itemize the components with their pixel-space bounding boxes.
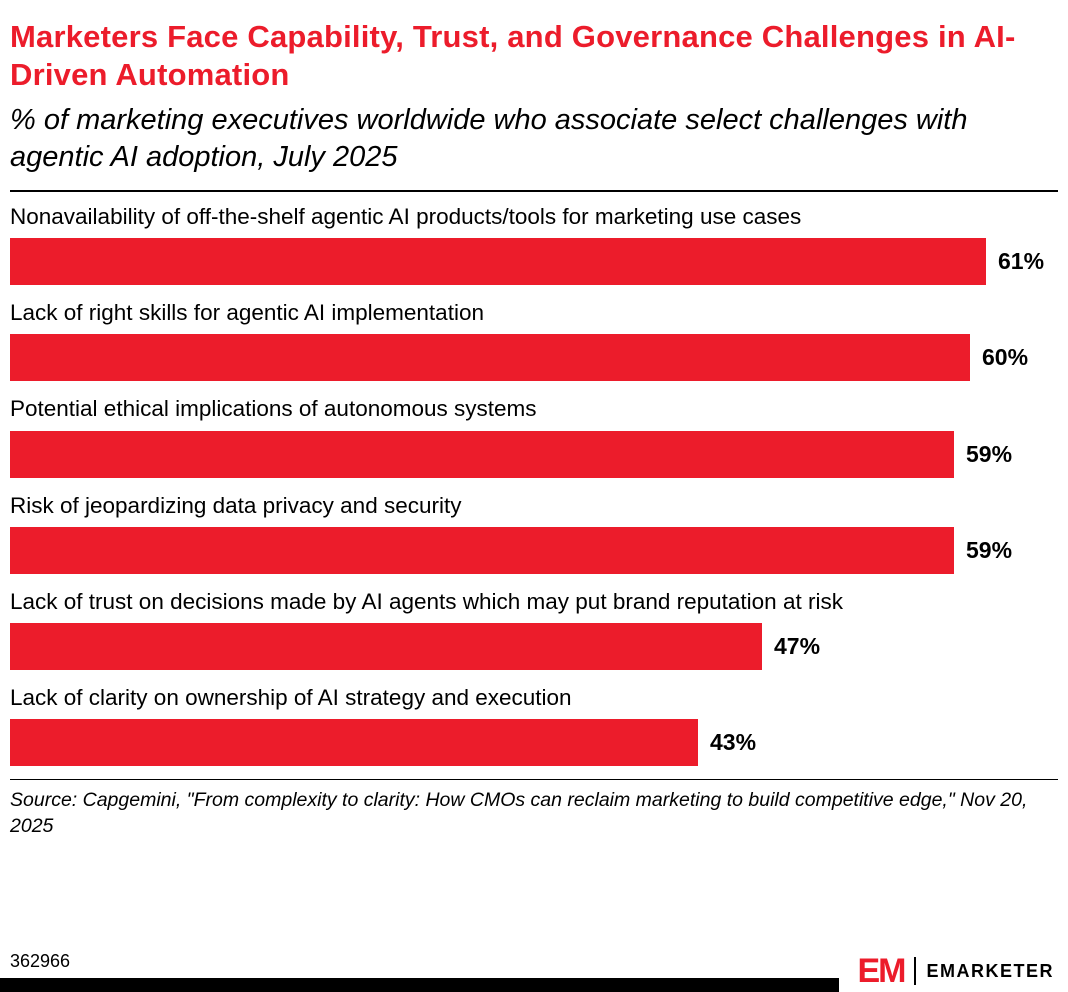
bar: [10, 334, 970, 382]
chart-subtitle: % of marketing executives worldwide who …: [10, 103, 968, 173]
bar-value: 61%: [998, 248, 1045, 275]
em-logo-icon: EM: [857, 952, 906, 990]
bar-row: 60%: [10, 334, 1058, 382]
emarketer-logo: EM EMARKETER: [839, 952, 1068, 992]
footer: 362966 EM EMARKETER: [0, 951, 1068, 992]
bar: [10, 719, 698, 767]
bar-value: 43%: [710, 729, 757, 756]
bar-label: Lack of right skills for agentic AI impl…: [10, 300, 484, 326]
chart-page: Marketers Face Capability, Trust, and Go…: [10, 19, 1058, 838]
bar-label: Risk of jeopardizing data privacy and se…: [10, 492, 462, 518]
bar: [10, 238, 986, 286]
footer-left: 362966: [0, 951, 840, 992]
bar: [10, 623, 762, 671]
bar-row: 59%: [10, 430, 1058, 478]
bar-label: Lack of trust on decisions made by AI ag…: [10, 588, 843, 614]
bar: [10, 430, 954, 478]
logo-separator: [914, 957, 917, 985]
bar-label: Nonavailability of off-the-shelf agentic…: [10, 203, 802, 229]
bar-group: Lack of right skills for agentic AI impl…: [10, 298, 1058, 382]
bar: [10, 526, 954, 574]
bar-row: 59%: [10, 526, 1058, 574]
footer-black-bar: [0, 978, 840, 992]
bar-value: 59%: [965, 536, 1013, 563]
chart-title: Marketers Face Capability, Trust, and Go…: [10, 19, 1016, 92]
bar-label: Lack of clarity on ownership of AI strat…: [10, 685, 572, 711]
bar-group: Risk of jeopardizing data privacy and se…: [10, 491, 1058, 574]
bar-group: Potential ethical implications of autono…: [10, 394, 1058, 478]
bar-group: Lack of clarity on ownership of AI strat…: [10, 683, 1058, 767]
brand-name: EMARKETER: [926, 960, 1054, 981]
source-divider: [10, 779, 1058, 781]
bar-group: Nonavailability of off-the-shelf agentic…: [10, 202, 1058, 286]
header-divider: [10, 189, 1058, 192]
bar-value: 60%: [982, 344, 1029, 371]
bar-group: Lack of trust on decisions made by AI ag…: [10, 587, 1058, 671]
bar-row: 47%: [10, 623, 1058, 671]
bar-chart: Nonavailability of off-the-shelf agentic…: [10, 202, 1058, 767]
chart-id: 362966: [10, 951, 71, 971]
bar-value: 47%: [774, 633, 821, 660]
bar-row: 43%: [10, 719, 1058, 767]
source-text: Source: Capgemini, "From complexity to c…: [10, 789, 1028, 838]
bar-row: 61%: [10, 238, 1058, 286]
bar-value: 59%: [965, 440, 1013, 467]
bar-label: Potential ethical implications of autono…: [10, 396, 537, 422]
